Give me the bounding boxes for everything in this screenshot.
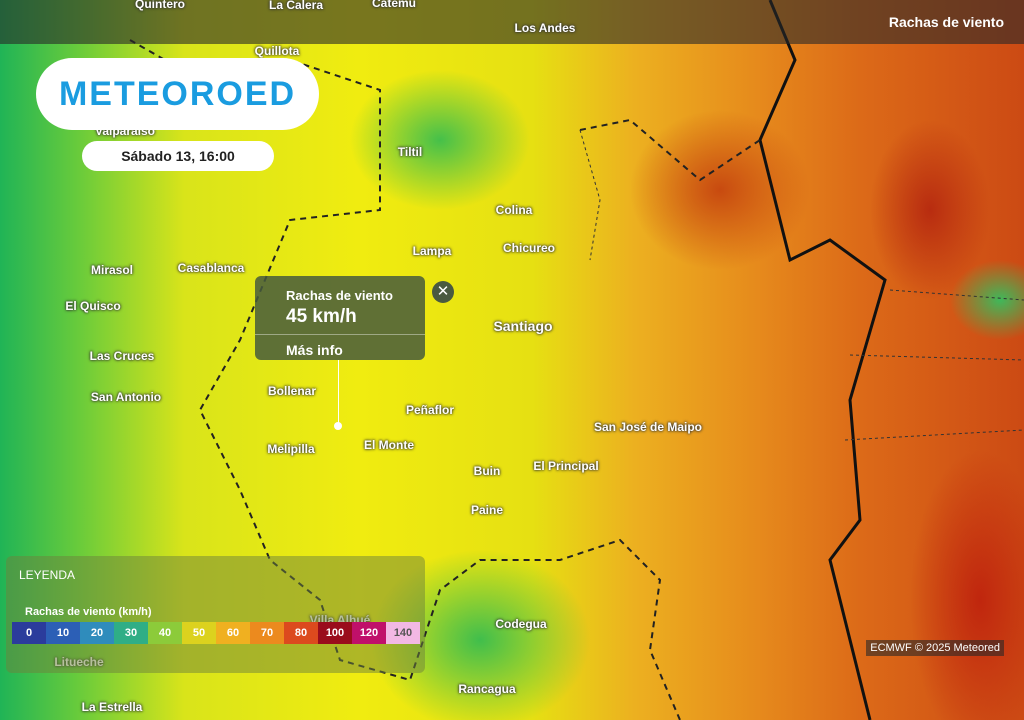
- popup-link[interactable]: Más info: [286, 342, 343, 358]
- place-label: Buin: [473, 464, 501, 478]
- place-label: San Antonio: [90, 390, 162, 404]
- legend-stop: 60: [216, 622, 250, 644]
- place-label: Colina: [495, 203, 533, 217]
- legend-scale: 0 10 20 30 40 50 60 70 80 100 120 140: [12, 622, 420, 644]
- legend-stop: 40: [148, 622, 182, 644]
- place-label: Las Cruces: [89, 349, 155, 363]
- legend-stop: 50: [182, 622, 216, 644]
- place-label: El Monte: [364, 438, 414, 452]
- attribution: ECMWF © 2025 Meteored: [866, 640, 1004, 656]
- place-label: Catemu: [371, 0, 417, 10]
- place-label: Casablanca: [177, 261, 245, 275]
- legend-stop: 120: [352, 622, 386, 644]
- place-label: Tiltil: [397, 145, 423, 159]
- place-label: Codegua: [495, 617, 547, 631]
- place-label: Quintero: [135, 0, 185, 11]
- layer-name[interactable]: Rachas de viento: [888, 14, 1004, 30]
- place-label: Paine: [470, 503, 504, 517]
- place-label: La Estrella: [81, 700, 143, 714]
- popup-close[interactable]: ✕: [432, 281, 454, 303]
- place-label: El Principal: [533, 459, 599, 473]
- legend-subtitle: Rachas de viento (km/h): [25, 606, 152, 618]
- place-label: Chicureo: [502, 241, 556, 255]
- place-label: Rancagua: [458, 682, 516, 696]
- popup-value: 45 km/h: [286, 306, 357, 327]
- popup-title: Rachas de viento: [286, 288, 393, 303]
- legend-stop: 10: [46, 622, 80, 644]
- place-label: Los Andes: [514, 21, 576, 35]
- legend-stop: 140: [386, 622, 420, 644]
- place-label: Quillota: [254, 44, 300, 58]
- legend-stop: 0: [12, 622, 46, 644]
- legend-stop: 80: [284, 622, 318, 644]
- logo[interactable]: METEOROED: [36, 58, 319, 130]
- place-label: San José de Maipo: [593, 420, 703, 434]
- legend-stop: 30: [114, 622, 148, 644]
- place-label: Lampa: [412, 244, 452, 258]
- place-label: La Calera: [268, 0, 324, 12]
- legend-stop: 20: [80, 622, 114, 644]
- legend: LEYENDA Rachas de viento (km/h) 0 10 20 30 4…: [6, 556, 425, 673]
- place-label: Bollenar: [267, 384, 317, 398]
- top-bar: [0, 0, 1024, 44]
- popup: Rachas de viento 45 km/h Más info: [255, 276, 425, 360]
- place-label: Santiago: [493, 318, 553, 334]
- point-marker: [334, 422, 342, 430]
- place-label: Mirasol: [90, 263, 134, 277]
- legend-title: LEYENDA: [19, 568, 76, 582]
- date-pill[interactable]: Sábado 13, 16:00: [82, 141, 274, 171]
- place-label: El Quisco: [65, 299, 121, 313]
- legend-stop: 100: [318, 622, 352, 644]
- place-label: Melipilla: [267, 442, 315, 456]
- place-label: Peñaflor: [405, 403, 455, 417]
- legend-stop: 70: [250, 622, 284, 644]
